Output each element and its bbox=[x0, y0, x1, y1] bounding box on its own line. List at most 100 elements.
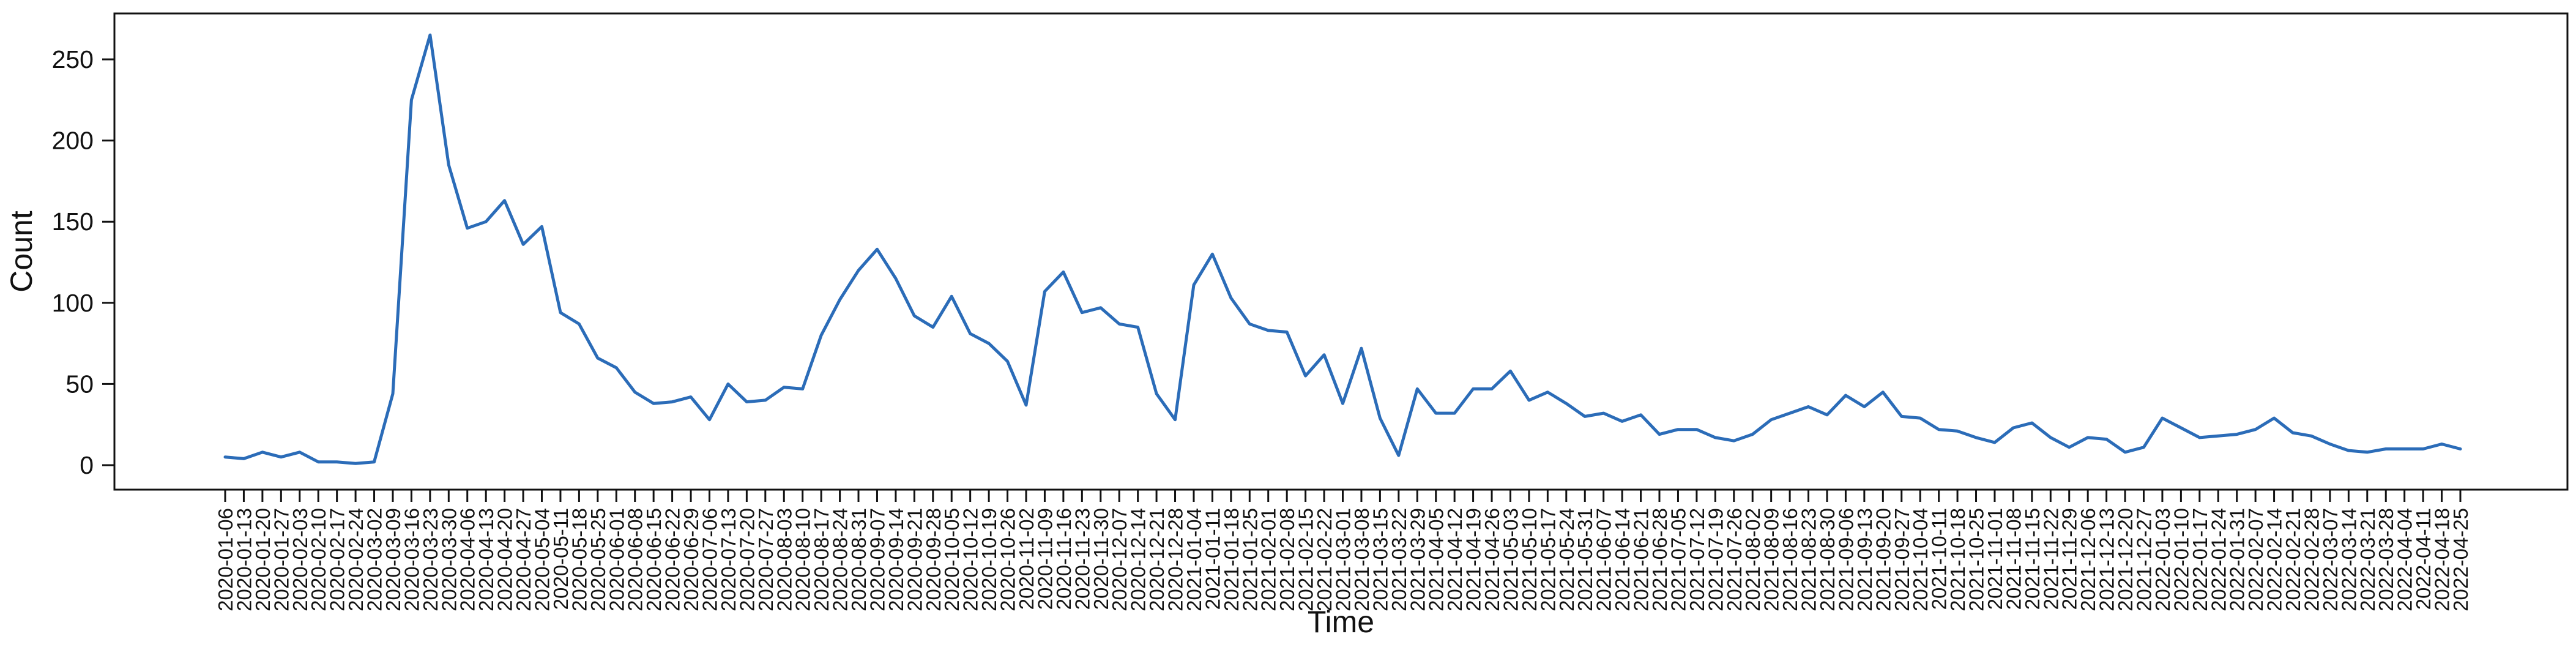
x-tick-label: 2021-10-25 bbox=[1965, 508, 1988, 611]
x-tick-label: 2020-03-23 bbox=[419, 508, 442, 611]
count-series-line bbox=[223, 33, 2462, 465]
x-tick-label: 2020-08-31 bbox=[847, 508, 870, 611]
x-tick-label: 2020-01-20 bbox=[251, 508, 274, 611]
x-tick-label: 2022-03-07 bbox=[2319, 508, 2342, 611]
x-tick-label: 2022-02-14 bbox=[2263, 508, 2286, 611]
x-tick-label: 2020-02-03 bbox=[289, 508, 311, 611]
x-tick-label: 2022-04-04 bbox=[2394, 508, 2416, 611]
x-tick-label: 2021-03-01 bbox=[1332, 508, 1355, 611]
x-tick-label: 2021-03-15 bbox=[1369, 508, 1391, 611]
x-tick-label: 2020-06-22 bbox=[661, 508, 684, 611]
x-tick-label: 2021-04-12 bbox=[1443, 508, 1466, 611]
plot-spines bbox=[113, 12, 2569, 491]
x-tick-label: 2022-02-28 bbox=[2300, 508, 2323, 611]
x-tick-label: 2020-04-20 bbox=[494, 508, 516, 611]
x-tick-label: 2021-12-13 bbox=[2096, 508, 2118, 611]
x-tick-label: 2022-01-10 bbox=[2170, 508, 2192, 611]
x-tick-label: 2021-06-21 bbox=[1630, 508, 1653, 611]
x-tick-label: 2020-04-13 bbox=[475, 508, 497, 611]
x-tick-label: 2021-12-20 bbox=[2114, 508, 2137, 611]
x-tick-label: 2020-10-26 bbox=[997, 508, 1019, 611]
x-tick-label: 2020-07-20 bbox=[735, 508, 758, 611]
x-tick-label: 2020-06-29 bbox=[680, 508, 702, 611]
x-tick-label: 2021-08-16 bbox=[1779, 508, 1801, 611]
x-tick-label: 2020-11-30 bbox=[1090, 508, 1112, 610]
x-tick-label: 2020-02-17 bbox=[326, 508, 349, 611]
x-tick-label: 2021-05-31 bbox=[1574, 508, 1596, 611]
x-tick-label: 2021-01-25 bbox=[1238, 508, 1261, 611]
x-tick-label: 2021-12-06 bbox=[2077, 508, 2099, 611]
y-tick-label: 0 bbox=[80, 451, 94, 479]
x-tick-label: 2020-02-24 bbox=[344, 508, 367, 611]
x-tick-label: 2020-03-16 bbox=[400, 508, 423, 611]
x-tick-label: 2021-09-20 bbox=[1872, 508, 1894, 611]
x-tick-label: 2022-03-14 bbox=[2337, 508, 2360, 611]
x-tick-label: 2021-12-27 bbox=[2132, 508, 2155, 611]
x-tick-label: 2020-01-27 bbox=[270, 508, 292, 611]
x-tick-label: 2021-10-18 bbox=[1946, 508, 1969, 611]
x-tick-label: 2021-04-26 bbox=[1481, 508, 1503, 611]
x-tick-label: 2021-11-15 bbox=[2021, 508, 2044, 610]
x-tick-label: 2020-06-01 bbox=[605, 508, 628, 611]
x-tick-label: 2021-11-29 bbox=[2058, 508, 2081, 610]
x-tick-label: 2021-02-08 bbox=[1276, 508, 1298, 611]
x-tick-label: 2021-09-27 bbox=[1891, 508, 1913, 611]
x-tick-label: 2021-01-11 bbox=[1201, 508, 1224, 610]
x-tick-label: 2021-07-12 bbox=[1686, 508, 1708, 611]
x-tick-label: 2022-01-17 bbox=[2189, 508, 2211, 611]
x-tick-label: 2022-03-28 bbox=[2375, 508, 2397, 611]
x-tick-label: 2020-12-28 bbox=[1164, 508, 1187, 611]
x-tick-label: 2020-10-19 bbox=[978, 508, 1000, 611]
x-tick-label: 2021-05-17 bbox=[1536, 508, 1559, 611]
x-tick-label: 2020-02-10 bbox=[307, 508, 330, 611]
x-tick-label: 2020-09-07 bbox=[866, 508, 888, 611]
x-tick-label: 2022-04-18 bbox=[2431, 508, 2454, 611]
x-tick-label: 2022-02-21 bbox=[2282, 508, 2304, 611]
x-tick-label: 2020-05-11 bbox=[549, 508, 572, 610]
x-tick-label: 2020-01-13 bbox=[233, 508, 255, 611]
x-tick-label: 2021-04-05 bbox=[1425, 508, 1448, 611]
x-tick-label: 2020-10-12 bbox=[959, 508, 982, 611]
x-tick-label: 2022-02-07 bbox=[2244, 508, 2267, 611]
x-tick-label: 2020-04-06 bbox=[456, 508, 479, 611]
x-tick-label: 2021-11-22 bbox=[2039, 508, 2062, 610]
x-tick-label: 2020-03-30 bbox=[437, 508, 460, 611]
x-tick-label: 2020-07-27 bbox=[754, 508, 777, 611]
x-tick-label: 2020-03-02 bbox=[363, 508, 386, 611]
x-tick-label: 2021-02-22 bbox=[1313, 508, 1336, 611]
x-tick-label: 2021-02-15 bbox=[1295, 508, 1317, 611]
x-tick-label: 2021-06-07 bbox=[1593, 508, 1615, 611]
x-tick-label: 2021-01-04 bbox=[1183, 508, 1205, 611]
y-axis-title: Count bbox=[4, 211, 39, 293]
x-tick-label: 2020-12-14 bbox=[1127, 508, 1150, 611]
x-tick-label: 2021-01-18 bbox=[1220, 508, 1243, 611]
x-tick-label: 2021-05-24 bbox=[1555, 508, 1578, 611]
x-tick-label: 2021-02-01 bbox=[1257, 508, 1280, 611]
x-tick-label: 2020-11-02 bbox=[1015, 508, 1038, 610]
x-axis-title: Time bbox=[1308, 605, 1374, 639]
x-tick-label: 2020-08-17 bbox=[810, 508, 833, 611]
x-tick-label: 2021-11-08 bbox=[2002, 508, 2025, 610]
x-tick-label: 2021-07-19 bbox=[1704, 508, 1727, 611]
x-tick-label: 2020-05-25 bbox=[587, 508, 609, 611]
x-tick-label: 2021-09-13 bbox=[1853, 508, 1876, 611]
x-tick-label: 2020-03-09 bbox=[382, 508, 404, 611]
x-tick-label: 2020-08-24 bbox=[829, 508, 852, 611]
x-tick-label: 2020-05-04 bbox=[531, 508, 554, 611]
x-tick-label: 2020-09-21 bbox=[903, 508, 926, 611]
y-tick-label: 100 bbox=[52, 289, 94, 317]
y-tick-label: 50 bbox=[65, 370, 94, 398]
x-tick-label: 2021-08-30 bbox=[1816, 508, 1839, 611]
x-tick-label: 2021-06-28 bbox=[1648, 508, 1671, 611]
x-tick-label: 2021-08-23 bbox=[1798, 508, 1820, 611]
x-tick-label: 2020-08-10 bbox=[792, 508, 814, 611]
x-tick-label: 2022-01-03 bbox=[2151, 508, 2174, 611]
x-tick-label: 2022-01-31 bbox=[2226, 508, 2249, 611]
x-tick-label: 2020-12-21 bbox=[1145, 508, 1168, 611]
x-tick-label: 2022-03-21 bbox=[2356, 508, 2379, 611]
x-tick-label: 2021-08-09 bbox=[1760, 508, 1783, 611]
x-tick-label: 2020-01-06 bbox=[214, 508, 237, 611]
x-tick-label: 2021-11-01 bbox=[1984, 508, 2006, 610]
x-tick-label: 2020-09-14 bbox=[885, 508, 907, 611]
